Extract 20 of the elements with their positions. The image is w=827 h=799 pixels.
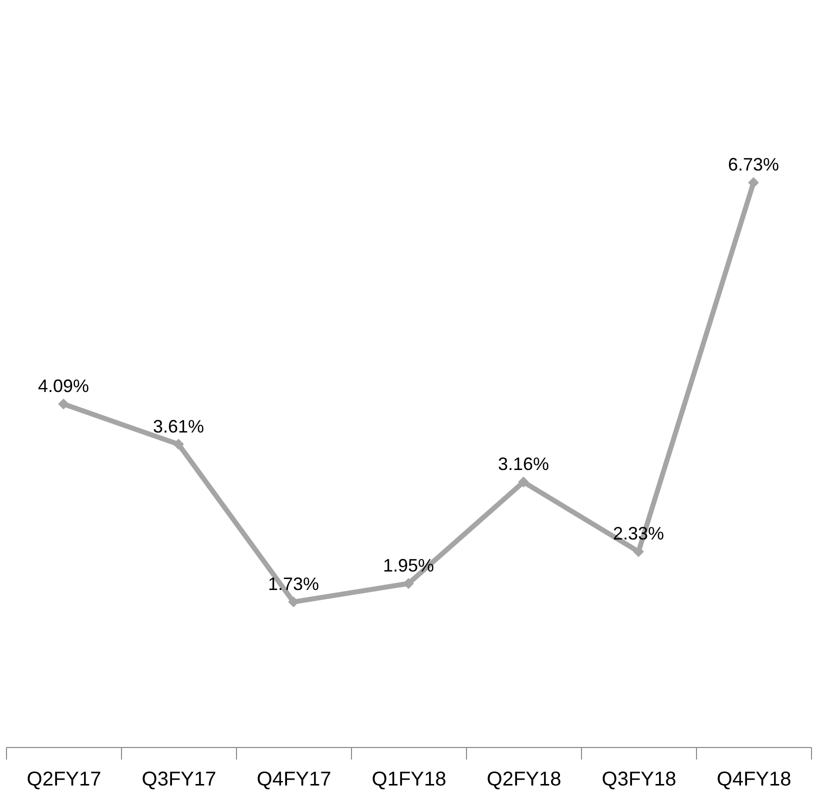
point (518, 476, 529, 488)
x-tick-label: Q2FY17 (26, 768, 102, 790)
x-tick-label: Q2FY18 (486, 768, 562, 790)
data-label: 2.33% (612, 524, 664, 544)
point (633, 546, 644, 558)
data-label: 1.73% (268, 574, 320, 594)
point (58, 398, 69, 410)
x-tick-label: Q3FY17 (142, 768, 216, 790)
point (173, 438, 184, 450)
x-tick-label: Q4FY18 (716, 768, 792, 790)
data-label: 4.09% (38, 376, 90, 396)
data-label: 6.73% (728, 154, 780, 175)
data-label: 1.95% (382, 555, 434, 576)
data-label: 3.16% (498, 454, 550, 474)
data-label: 3.61% (152, 416, 204, 436)
point (748, 177, 759, 188)
x-tick-label: Q1FY18 (372, 768, 446, 790)
x-tick-label: Q3FY18 (602, 768, 676, 790)
x-tick-label: Q4FY17 (256, 768, 332, 790)
point (288, 596, 299, 608)
